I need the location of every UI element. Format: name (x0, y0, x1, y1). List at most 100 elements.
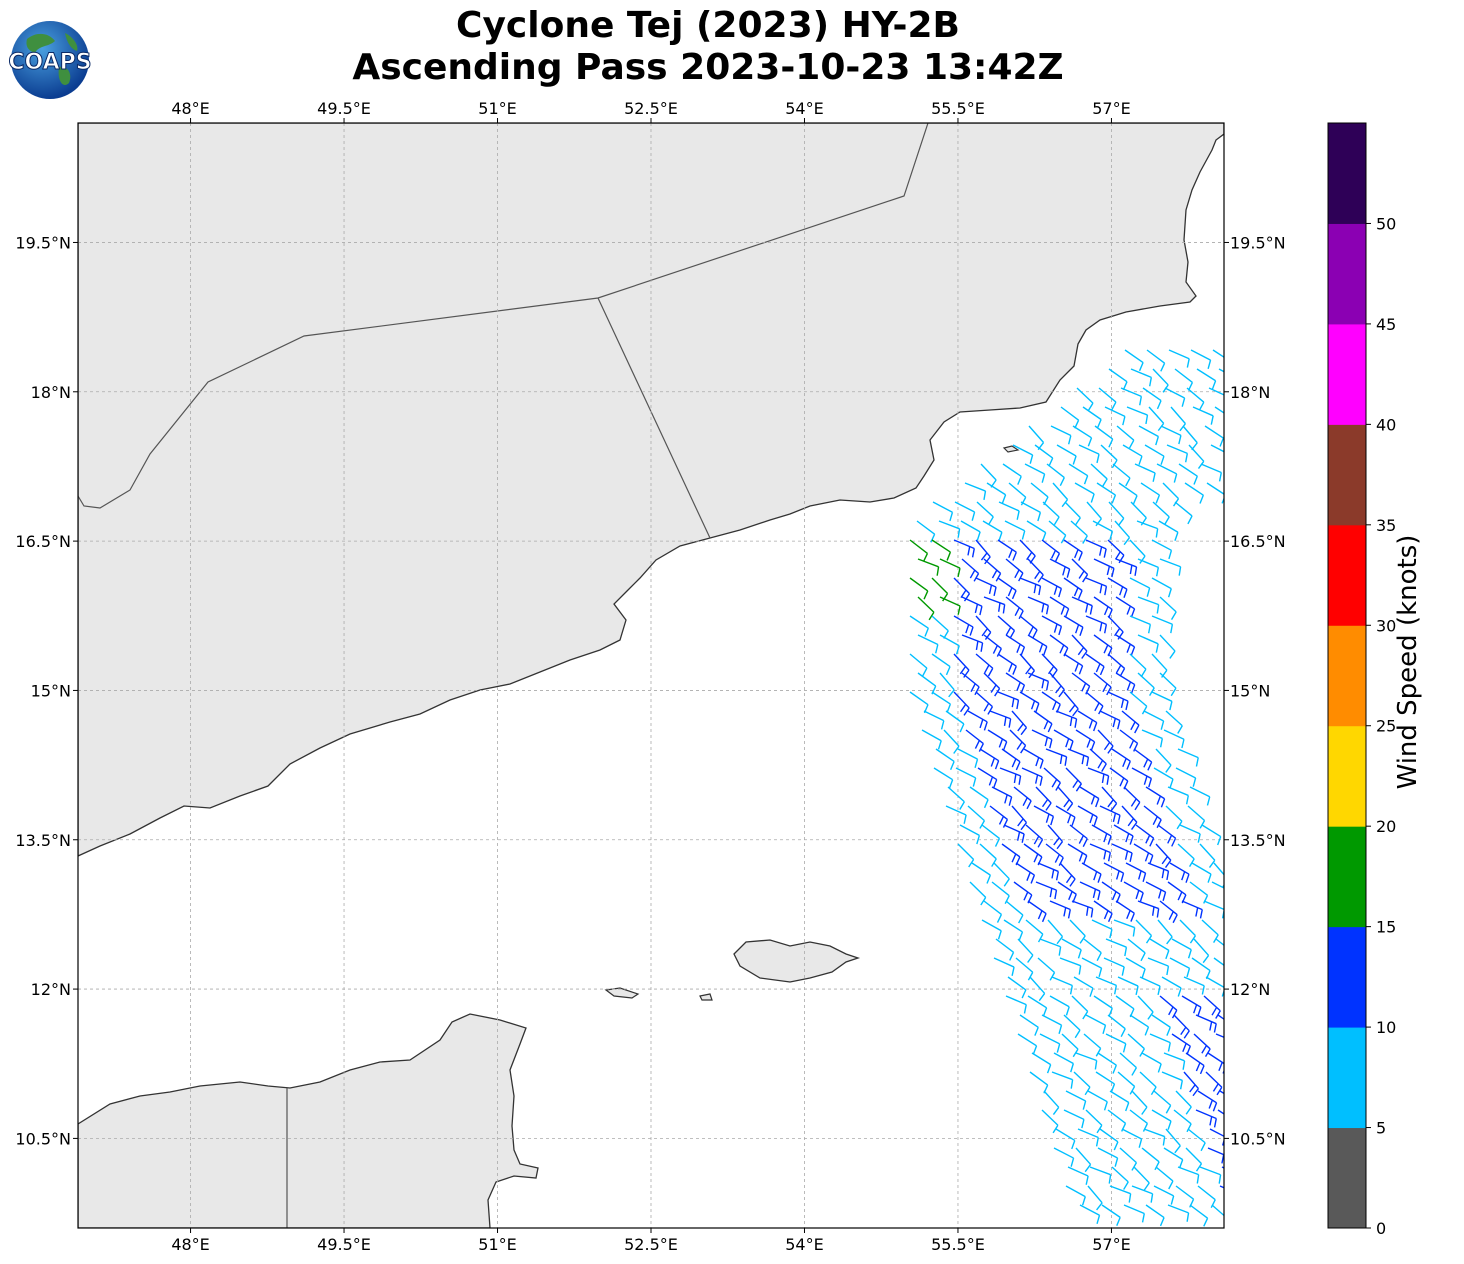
wind-barb (1119, 1052, 1137, 1069)
wind-barb-flag (1186, 358, 1190, 368)
wind-barb-flag (1015, 761, 1021, 771)
wind-barb (1153, 767, 1174, 780)
wind-barb-flag (1111, 494, 1117, 504)
wind-barb (961, 558, 980, 575)
wind-barb-flag (1001, 494, 1007, 504)
wind-barb-flag (1096, 1215, 1101, 1225)
wind-barb-flag (1041, 913, 1047, 923)
wind-barb (1001, 748, 1021, 763)
wind-barb-flag (1018, 572, 1024, 582)
wind-barb-flag (1166, 1026, 1171, 1036)
wind-barb-flag (1185, 873, 1190, 883)
wind-barb (1126, 406, 1148, 416)
wind-barb (935, 748, 955, 763)
wind-barb-flag (1161, 869, 1165, 879)
wind-barb (1033, 805, 1054, 818)
wind-barb (1075, 1052, 1097, 1062)
wind-barb-flag (1056, 936, 1064, 945)
wind-barb-flag (1041, 603, 1045, 613)
wind-barb-flag (1213, 1118, 1217, 1128)
wind-barb (1100, 444, 1118, 461)
wind-barb-flag (1198, 401, 1205, 411)
wind-barb (1085, 539, 1107, 550)
wind-barb (1093, 900, 1113, 915)
wind-barb (1049, 900, 1071, 911)
wind-barb (1129, 577, 1150, 589)
wind-barb-flag (988, 516, 994, 525)
wind-barb (1159, 672, 1177, 689)
wind-barb (954, 501, 975, 513)
wind-barb (1217, 1109, 1224, 1115)
wind-barb (1113, 824, 1134, 837)
wind-barb-flag (1008, 718, 1012, 728)
wind-barb-flag (1096, 1202, 1103, 1211)
wind-barb (1101, 1204, 1121, 1218)
wind-barb-flag (1041, 679, 1045, 689)
wind-barb (1020, 501, 1041, 513)
wind-barb (931, 539, 951, 553)
colorbar-segment-6 (1328, 524, 1366, 626)
wind-barb (1189, 881, 1208, 896)
wind-barb (1214, 406, 1224, 414)
wind-barb (1177, 748, 1199, 759)
colorbar-segment-5 (1328, 625, 1366, 727)
wind-barb-flag (1199, 1065, 1205, 1075)
wind-barb-flag (1102, 1025, 1107, 1035)
wind-barb (1089, 748, 1107, 765)
wind-barb-flag (1079, 935, 1086, 944)
wind-barb (1091, 824, 1112, 837)
wind-barb (1089, 843, 1111, 854)
wind-barb (1104, 406, 1126, 418)
wind-barb-flag (1120, 872, 1125, 882)
wind-barb-flag (988, 584, 993, 594)
wind-barb (1163, 729, 1185, 740)
wind-barb-flag (1101, 478, 1108, 488)
wind-barb (1082, 406, 1102, 421)
wind-barb-flag (1216, 836, 1222, 846)
wind-barb (1179, 824, 1201, 835)
wind-barb (1005, 596, 1024, 612)
wind-barb-flag (1087, 402, 1094, 412)
wind-barb-flag (1093, 871, 1098, 881)
wind-barb-flag (1227, 397, 1229, 406)
wind-barb (1213, 957, 1224, 967)
wind-barb-flag (924, 627, 929, 637)
colorbar-label: Wind Speed (knots) (1393, 534, 1423, 790)
wind-barb-flag (1034, 570, 1041, 580)
wind-barb-flag (1180, 1026, 1187, 1036)
wind-barb-flag (1064, 608, 1070, 618)
wind-barb-flag (1077, 949, 1082, 959)
wind-barb-flag (1103, 833, 1108, 843)
wind-barb-flag (1020, 684, 1026, 694)
lon-label-bottom-2: 51°E (478, 1235, 516, 1254)
wind-barb-flag (990, 684, 997, 693)
wind-barb (1031, 729, 1053, 741)
wind-barb-flag (1184, 453, 1189, 463)
wind-barb (1041, 1014, 1062, 1026)
wind-barb-flag (1052, 1124, 1059, 1134)
wind-barb-flag (969, 569, 976, 579)
wind-barb-flag (1048, 457, 1054, 467)
wind-barb-flag (1144, 1026, 1150, 1036)
wind-barb (1122, 444, 1143, 457)
wind-barb-flag (967, 546, 971, 556)
wind-barb-flag (1121, 966, 1125, 976)
wind-barb (1019, 1014, 1039, 1028)
wind-barb (1133, 748, 1153, 763)
wind-barb-flag (1084, 1086, 1091, 1096)
wind-barb (1109, 767, 1129, 782)
wind-barb (1085, 1109, 1103, 1126)
wind-barb (1135, 824, 1155, 839)
lat-label-left-4: 13.5°N (15, 831, 71, 850)
wind-barb (1073, 976, 1094, 989)
wind-barb (1177, 1166, 1199, 1176)
wind-barb (1059, 862, 1076, 880)
wind-barb (1111, 1166, 1129, 1183)
wind-barb (909, 653, 928, 669)
wind-barb-flag (1067, 435, 1072, 445)
wind-barb-flag (1018, 914, 1024, 924)
wind-barb (961, 596, 983, 607)
title-line-1: Cyclone Tej (2023) HY-2B (456, 5, 960, 46)
wind-barb-flag (1157, 422, 1165, 432)
wind-barb (1047, 919, 1064, 938)
